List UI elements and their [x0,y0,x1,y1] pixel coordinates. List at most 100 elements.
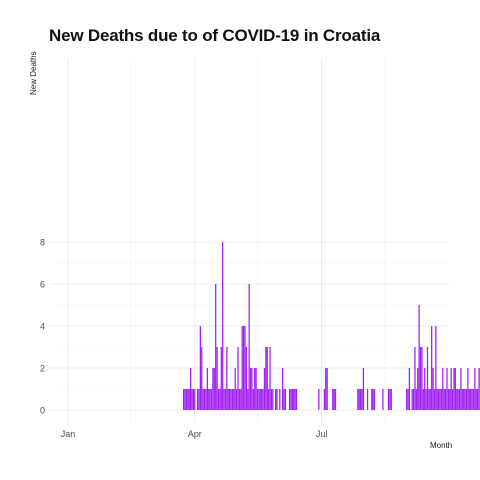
x-tick-label: Jul [316,429,328,439]
bar [226,347,228,410]
bar [419,347,422,410]
x-axis-label: Month [430,441,453,450]
bar [382,389,384,410]
bar [252,389,254,410]
bar [325,368,327,410]
bar [449,389,451,410]
bar [223,389,225,410]
bar [240,389,242,410]
bar [185,389,188,410]
bar [241,326,243,410]
bar [283,389,285,410]
bar [247,389,249,410]
bar [202,389,204,410]
bar [467,368,469,410]
bar [270,389,273,410]
bar [429,389,431,410]
bar [194,389,196,410]
bar [263,368,266,410]
bar [431,326,433,410]
bar [371,389,373,410]
bar [295,389,298,410]
bar [205,389,207,410]
bar [191,389,193,410]
bar [258,389,260,410]
bar [438,389,440,410]
bar [208,389,210,410]
bar [359,389,362,410]
bar [323,389,326,410]
bar [471,389,473,410]
bar [440,389,443,410]
bar [213,368,215,410]
bar [209,389,211,410]
bar [279,389,281,410]
bar [294,389,296,410]
bar [230,389,232,410]
bar [233,389,235,410]
bar [227,389,229,410]
bar [249,368,252,410]
bar [425,389,427,410]
bar [212,368,214,410]
bar [366,389,369,410]
bar [242,326,245,410]
bar [412,389,415,410]
bar [192,389,195,410]
bar [442,368,444,410]
bar [472,389,475,410]
bar-series [183,242,480,410]
bar [318,389,320,410]
bar [284,389,286,410]
bar [453,368,455,410]
bar [198,389,200,410]
bar [477,389,479,410]
bar [326,368,328,410]
bar [276,389,278,410]
bar [231,389,234,410]
bar [333,389,335,410]
bar [357,389,359,410]
bar [390,389,392,410]
bar [361,389,363,410]
bar [201,347,203,410]
bar [475,389,477,410]
x-tick-label: Jan [61,429,76,439]
bar [478,368,480,410]
bar [447,389,450,410]
y-tick-label: 8 [40,238,45,248]
bar [189,368,192,410]
bar [217,389,220,410]
bar [463,389,465,410]
bar [237,347,239,410]
bar [433,389,436,410]
bar [436,389,438,410]
bar [454,368,456,410]
bar [421,347,423,410]
y-tick-label: 2 [40,364,45,374]
bar [458,389,461,410]
y-tick-label: 6 [40,280,45,290]
bar [387,389,390,410]
bar [220,347,222,410]
bar [422,389,424,410]
bar [199,326,201,410]
chart-title: New Deaths due to of COVID-19 in Croatia [49,26,381,45]
bar [281,368,284,410]
bar [265,347,267,410]
bar [224,389,227,410]
y-tick-labels: 0 2 4 6 8 [40,238,45,416]
bar [465,389,468,410]
bar [461,389,463,410]
bar [187,389,189,410]
bar [269,347,271,410]
bar [474,368,476,410]
bar [293,389,295,410]
bar [362,368,365,410]
bar [244,326,246,410]
x-tick-labels: Jan Apr Jul [61,429,328,439]
bar [261,389,263,410]
bar [418,305,420,410]
bar [457,389,459,410]
